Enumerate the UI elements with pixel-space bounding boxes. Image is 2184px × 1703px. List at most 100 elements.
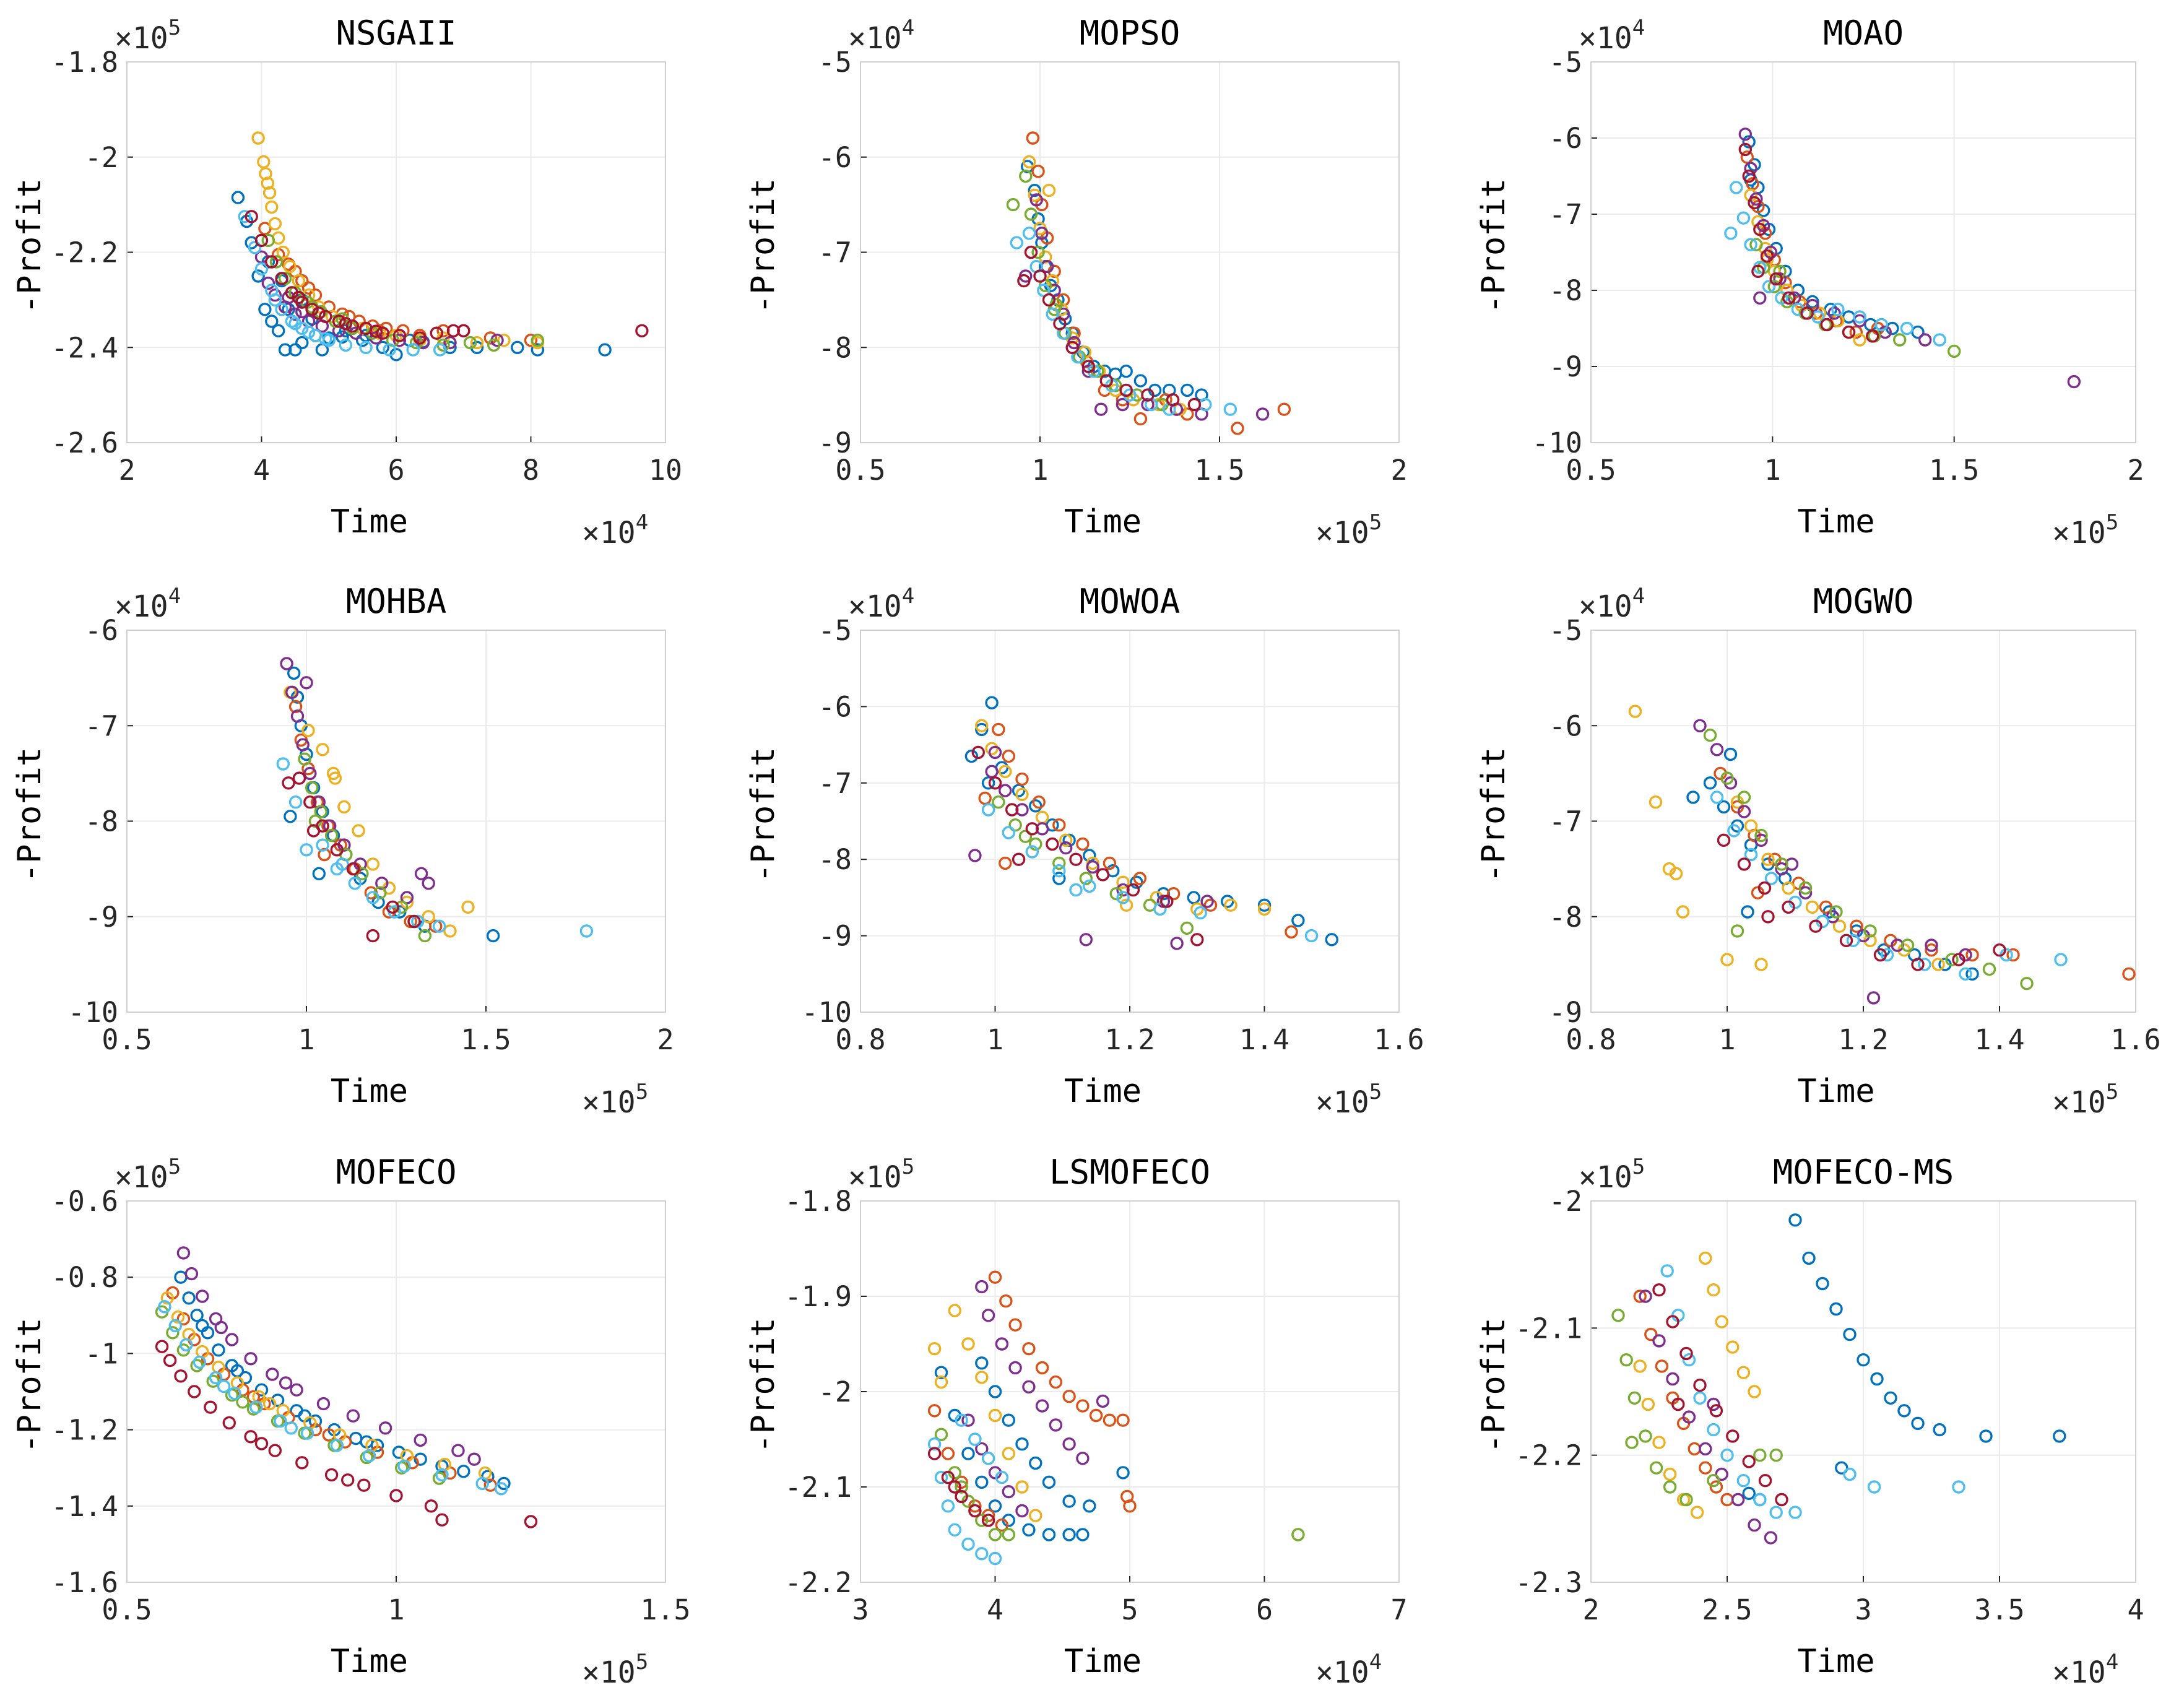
- data-point: [341, 1473, 355, 1487]
- data-point: [1744, 238, 1757, 251]
- data-point: [988, 1270, 1002, 1284]
- data-point: [1769, 272, 1783, 286]
- data-point: [266, 1367, 279, 1381]
- data-point: [948, 1480, 962, 1494]
- data-point: [429, 919, 443, 933]
- data-point: [435, 1468, 449, 1482]
- data-point: [276, 757, 290, 771]
- data-point: [941, 1499, 955, 1513]
- data-point: [1802, 1251, 1816, 1265]
- y-tick-label: -6: [85, 614, 118, 647]
- data-point: [1116, 891, 1130, 904]
- data-point: [1198, 397, 1212, 412]
- data-point: [1846, 934, 1860, 948]
- data-point: [1775, 1493, 1788, 1507]
- data-point: [1052, 864, 1066, 878]
- series-4: [961, 1280, 1110, 1518]
- x-tick-label: 6: [388, 454, 404, 487]
- plot-area-border: [860, 1200, 1400, 1583]
- data-point: [1019, 169, 1033, 183]
- data-point: [981, 1309, 995, 1322]
- data-point: [1291, 914, 1305, 927]
- data-point: [968, 1504, 982, 1518]
- series-6: [1010, 227, 1237, 416]
- data-point: [988, 1551, 1002, 1566]
- data-point: [1736, 1366, 1751, 1379]
- x-axis-label: Time: [331, 1073, 408, 1110]
- data-point: [196, 1289, 209, 1303]
- data-point: [1709, 1404, 1723, 1418]
- data-point: [306, 824, 321, 838]
- data-point: [276, 245, 290, 259]
- data-point: [457, 324, 470, 337]
- series-7: [1652, 1283, 1788, 1507]
- data-point: [1116, 397, 1130, 412]
- data-point: [268, 293, 282, 307]
- data-point: [1649, 795, 1663, 809]
- data-point: [1255, 407, 1270, 421]
- y-axis-label: -Profit: [745, 178, 782, 314]
- data-point: [1699, 1251, 1712, 1265]
- data-point: [1257, 898, 1272, 912]
- data-point: [204, 1400, 217, 1414]
- data-point: [1742, 169, 1756, 183]
- data-point: [1831, 303, 1845, 316]
- data-point: [168, 1319, 182, 1333]
- data-point: [1900, 321, 1914, 336]
- data-point: [2067, 375, 2081, 389]
- data-point: [359, 340, 373, 354]
- data-point: [579, 924, 594, 938]
- data-point: [961, 1337, 975, 1351]
- data-point: [303, 795, 317, 809]
- data-point: [1096, 1394, 1110, 1408]
- data-point: [981, 803, 995, 817]
- data-point: [257, 155, 271, 169]
- data-point: [1639, 1289, 1652, 1303]
- data-point: [1042, 293, 1056, 307]
- x-tick-label: 1.4: [1974, 1023, 2024, 1056]
- plot-area-border: [126, 61, 666, 443]
- data-point: [324, 828, 339, 843]
- data-point: [1925, 943, 1938, 957]
- data-point: [369, 324, 383, 338]
- y-tick-label: -6: [1549, 709, 1582, 742]
- series-7: [1738, 142, 1879, 343]
- data-point: [1723, 747, 1738, 761]
- data-point: [1660, 1264, 1674, 1278]
- data-point: [1742, 135, 1756, 149]
- data-point: [245, 210, 258, 223]
- data-point: [1231, 422, 1244, 435]
- data-point: [231, 191, 245, 204]
- y-tick-label: -6: [1549, 122, 1582, 155]
- data-point: [1892, 333, 1907, 347]
- data-point: [269, 255, 284, 269]
- data-point: [988, 1528, 1002, 1541]
- data-point: [1119, 898, 1133, 912]
- data-point: [992, 795, 1005, 809]
- data-point: [1853, 333, 1866, 347]
- data-point: [1083, 879, 1096, 893]
- data-point: [1076, 1528, 1090, 1541]
- data-point: [927, 1341, 942, 1356]
- x-tick-label: 4: [987, 1593, 1003, 1626]
- data-point: [1062, 1437, 1076, 1451]
- data-point: [1089, 1408, 1103, 1423]
- series-1: [1742, 1213, 2066, 1507]
- data-point: [1187, 397, 1202, 412]
- data-point: [1031, 245, 1045, 259]
- data-point: [1764, 245, 1778, 259]
- data-point: [1012, 784, 1026, 797]
- data-point: [158, 1300, 171, 1314]
- data-point: [284, 810, 297, 823]
- x-tick-label: 0.8: [835, 1023, 885, 1056]
- data-point: [1816, 1276, 1829, 1291]
- y-tick-label: -6: [818, 690, 852, 723]
- data-point: [1873, 948, 1887, 962]
- data-point: [1737, 791, 1751, 804]
- data-point: [411, 914, 425, 929]
- data-point: [1194, 906, 1207, 920]
- y-tick-label: -5: [1549, 614, 1582, 647]
- data-point: [1829, 1302, 1843, 1316]
- y-tick-label: -2: [818, 1376, 852, 1408]
- data-point: [319, 310, 332, 323]
